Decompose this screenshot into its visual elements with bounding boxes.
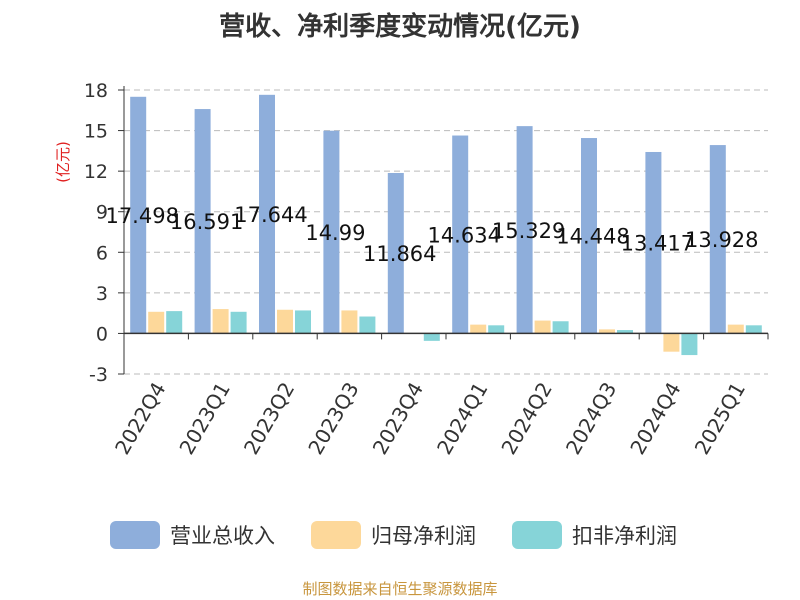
bar-deducted-net-profit — [745, 325, 762, 334]
y-tick-label: 18 — [84, 80, 108, 102]
bar-net-profit — [727, 324, 744, 334]
x-tick-label: 2023Q4 — [368, 378, 428, 459]
bar-deducted-net-profit — [230, 311, 247, 334]
bar-revenue — [645, 151, 662, 334]
y-tick-label: 9 — [96, 202, 108, 224]
y-tick-label: 15 — [84, 121, 108, 143]
x-tick-label: 2022Q4 — [110, 378, 170, 459]
bar-net-profit — [212, 309, 229, 334]
bar-deducted-net-profit — [617, 330, 633, 334]
y-axis-label: (亿元) — [54, 141, 72, 183]
bar-net-profit — [599, 329, 615, 334]
data-label: 11.864 — [363, 242, 436, 266]
bar-net-profit — [148, 311, 165, 334]
bar-deducted-net-profit — [488, 325, 505, 334]
y-tick-label: 0 — [96, 323, 108, 345]
bar-deducted-net-profit — [295, 310, 311, 334]
x-tick-label: 2024Q4 — [625, 378, 685, 459]
y-tick-label: 3 — [96, 283, 108, 305]
bar-net-profit — [277, 309, 293, 334]
bar-revenue — [709, 145, 726, 334]
y-tick-label: 6 — [96, 242, 108, 264]
x-tick-label: 2023Q3 — [303, 378, 363, 459]
bar-deducted-net-profit — [423, 333, 440, 341]
data-label: 14.99 — [305, 221, 365, 245]
bar-net-profit — [663, 333, 680, 352]
x-tick-label: 2023Q2 — [239, 378, 299, 459]
legend-label: 扣非净利润 — [572, 524, 677, 548]
bar-revenue — [387, 172, 404, 334]
data-label: 14.634 — [427, 223, 500, 247]
bar-deducted-net-profit — [166, 311, 183, 334]
legend-swatch — [110, 521, 160, 549]
bar-revenue — [259, 94, 275, 334]
data-label: 17.644 — [234, 203, 307, 227]
bar-net-profit — [534, 320, 551, 334]
legend-swatch — [512, 521, 562, 549]
chart-title: 营收、净利季度变动情况(亿元) — [219, 12, 581, 42]
x-tick-label: 2024Q3 — [561, 378, 621, 459]
bar-revenue — [130, 96, 147, 334]
x-tick-label: 2023Q1 — [174, 378, 234, 459]
bar-deducted-net-profit — [552, 321, 569, 334]
bar-revenue — [194, 109, 211, 334]
bar-revenue — [516, 126, 533, 334]
bar-revenue — [581, 138, 597, 334]
legend-swatch — [311, 521, 361, 549]
bar-revenue — [323, 130, 340, 334]
data-label: 13.928 — [685, 228, 758, 252]
data-label: 16.591 — [170, 210, 243, 234]
y-tick-label: 12 — [84, 161, 108, 183]
y-tick-label: -3 — [89, 364, 108, 386]
x-tick-label: 2024Q1 — [432, 378, 492, 459]
legend-label: 营业总收入 — [170, 524, 275, 548]
x-tick-label: 2025Q1 — [690, 378, 750, 459]
data-label: 13.417 — [621, 232, 694, 256]
bar-deducted-net-profit — [681, 333, 698, 356]
x-tick-label: 2024Q2 — [496, 378, 556, 459]
data-label: 17.498 — [105, 204, 178, 228]
bar-revenue — [452, 135, 469, 334]
source-note: 制图数据来自恒生聚源数据库 — [302, 580, 498, 598]
bar-deducted-net-profit — [359, 316, 376, 334]
bar-net-profit — [470, 324, 487, 334]
data-label: 14.448 — [556, 225, 629, 249]
data-label: 15.329 — [492, 219, 565, 243]
bar-net-profit — [341, 310, 358, 334]
legend-label: 归母净利润 — [371, 524, 476, 548]
